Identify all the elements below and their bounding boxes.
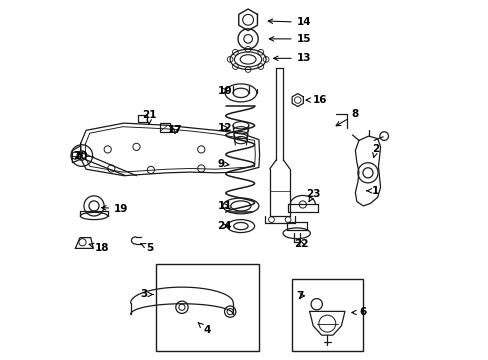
Text: 6: 6 xyxy=(351,307,366,318)
Text: 13: 13 xyxy=(273,53,310,63)
Text: 19: 19 xyxy=(102,204,128,214)
Text: 23: 23 xyxy=(306,189,320,202)
Text: 12: 12 xyxy=(217,123,231,133)
Text: 11: 11 xyxy=(217,201,231,211)
Bar xyxy=(159,123,169,132)
Text: 18: 18 xyxy=(89,243,109,253)
Text: 5: 5 xyxy=(141,243,154,253)
Text: 21: 21 xyxy=(142,110,156,124)
Text: 3: 3 xyxy=(140,289,153,300)
Text: 22: 22 xyxy=(294,239,308,249)
Text: 20: 20 xyxy=(73,150,88,161)
Text: 16: 16 xyxy=(305,95,327,105)
Text: 1: 1 xyxy=(366,186,379,196)
Text: 15: 15 xyxy=(269,34,310,44)
Text: 9: 9 xyxy=(217,159,228,169)
Text: 8: 8 xyxy=(335,109,358,126)
Bar xyxy=(138,115,147,122)
Text: 14: 14 xyxy=(268,17,311,27)
Text: 10: 10 xyxy=(217,86,231,96)
Text: 2: 2 xyxy=(371,144,379,158)
Text: 17: 17 xyxy=(168,125,183,135)
Text: 4: 4 xyxy=(198,323,210,336)
Text: 24: 24 xyxy=(217,221,232,231)
Text: 7: 7 xyxy=(296,291,304,301)
Bar xyxy=(156,264,258,351)
Bar xyxy=(291,279,362,351)
